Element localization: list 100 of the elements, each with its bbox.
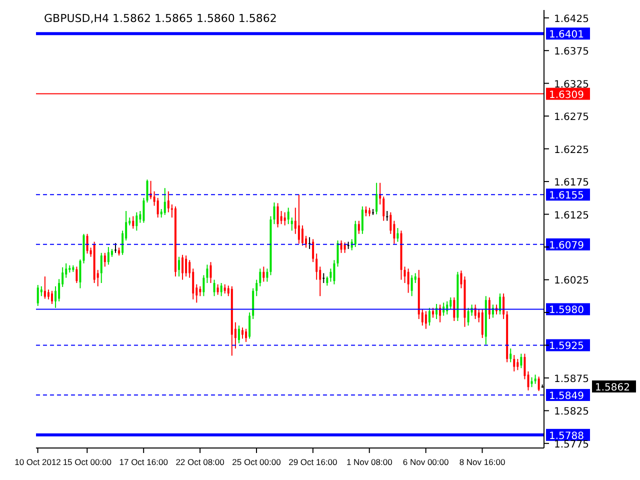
x-tick-label: 17 Oct 16:00 [119,457,168,467]
candlestick [322,272,325,284]
ref-line-label: 1.6079 [549,240,584,252]
x-tick-label: 6 Nov 00:00 [402,457,450,467]
candlestick [287,207,290,225]
y-tick-label: 1.6375 [554,46,589,58]
x-tick-label: 1 Nov 08:00 [346,457,393,467]
candlestick [224,284,226,294]
candlestick [312,238,314,263]
candlestick [510,348,512,363]
candlestick [206,264,208,284]
candlestick [290,217,293,232]
candlestick [481,308,484,339]
candlestick [284,212,286,226]
candlestick [47,289,50,300]
ref-line-label: 1.6401 [549,30,584,41]
candlestick [146,179,148,203]
candlestick [520,353,522,369]
candlestick [326,276,328,286]
candlestick [382,196,385,222]
candlestick [262,266,265,282]
candlestick [238,325,240,344]
candlestick [390,212,392,234]
ref-line-label: 1.5849 [549,390,584,402]
candlestick [386,210,388,222]
y-tick-label: 1.6175 [554,178,589,189]
y-tick-label: 1.6025 [554,276,589,287]
candlestick [76,266,78,284]
candlestick [245,328,248,342]
candlestick [202,274,205,297]
candlestick [164,188,166,216]
candlestick [340,240,342,254]
candlestick [404,266,406,284]
y-tick-label: 1.6425 [554,14,589,25]
candlestick [107,246,110,266]
y-tick-label: 1.6225 [554,144,589,156]
y-tick-label: 1.5825 [554,406,589,418]
y-tick-label: 1.5875 [554,374,589,385]
candlestick [467,307,470,326]
candlestick [213,279,216,297]
candlestick [316,253,318,280]
candlestick [142,197,145,224]
candlestick [156,197,159,218]
candlestick [361,206,364,234]
candlestick [502,292,505,320]
candlestick [248,312,251,340]
y-tick-label: 1.6275 [554,112,589,124]
candlestick [354,220,356,248]
x-tick-label: 8 Nov 16:00 [459,457,506,467]
candlestick [167,190,170,213]
x-tick-label: 10 Oct 2012 [14,457,62,467]
candlestick [280,210,282,225]
candlestick [273,202,276,225]
candlestick [450,296,452,310]
candlestick [428,307,430,326]
candlestick [432,307,434,318]
candlestick [410,274,413,297]
candlestick [424,310,427,330]
candlestick [178,256,180,277]
candlestick [453,296,456,322]
candlestick [499,292,502,315]
candlestick [407,268,410,294]
candlestick [241,327,244,340]
candlestick [488,296,490,320]
candlestick [530,376,533,388]
candlestick [298,194,300,244]
candlestick [54,286,57,308]
x-tick-label: 25 Oct 00:00 [232,457,282,467]
candlestick [364,206,367,217]
text: 1.5862 [595,382,630,394]
candlestick [396,228,399,242]
candlestick [199,286,202,297]
candlestick [114,242,116,254]
candlestick [259,268,262,287]
y-tick-label: 1.6125 [554,210,589,222]
candlestick [333,260,336,285]
candlestick [86,233,88,254]
candlestick [538,376,540,392]
candlestick [185,255,188,277]
candlestick [534,374,536,384]
candlestick [336,240,339,268]
candlestick [44,276,46,300]
candlestick [308,236,311,250]
candlestick [301,224,304,246]
x-tick-label: 29 Oct 16:00 [288,457,338,467]
chart-title: GBPUSD,H4 1.5862 1.5865 1.5860 1.5862 [44,12,277,25]
ref-line-label: 1.5925 [549,341,584,352]
ref-line-label: 1.5980 [549,305,584,316]
candlestick [256,279,258,297]
candlestick [516,358,519,371]
candlestick [36,284,39,306]
candlestick [79,258,82,289]
candlestick [376,182,378,215]
candlestick [276,202,279,228]
candlestick [513,354,516,372]
candlestick [100,252,102,284]
candlestick [136,212,138,232]
ref-line-label: 1.6309 [549,90,584,101]
x-tick-label: 22 Oct 08:00 [176,457,225,467]
candlestick [216,284,219,296]
